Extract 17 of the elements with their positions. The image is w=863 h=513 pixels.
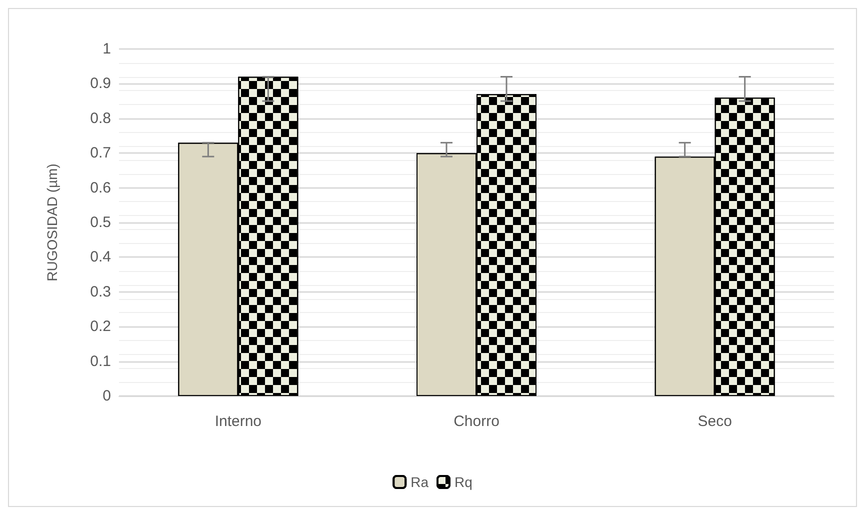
y-tick-label: 0.6 [90, 179, 111, 196]
y-tick-label: 0.4 [90, 248, 111, 266]
legend-label: Ra [410, 474, 429, 490]
y-tick-label: 0.8 [90, 110, 111, 127]
y-tick-label: 0.1 [90, 352, 111, 370]
y-tick-label: 1 [102, 40, 111, 58]
y-tick-label: 0.2 [90, 318, 111, 336]
y-tick-label: 0 [102, 388, 111, 404]
y-tick-label: 0.7 [90, 144, 111, 162]
y-axis-title: RUGOSIDAD (µm) [44, 164, 60, 282]
x-tick-label: Chorro [454, 413, 500, 430]
y-tick-label: 0.9 [90, 75, 111, 92]
legend-label: Rq [454, 474, 472, 490]
y-tick-label: 0.5 [90, 214, 111, 231]
y-tick-label: 0.3 [90, 283, 111, 300]
x-tick-label: Interno [214, 413, 262, 430]
x-tick-label: Seco [698, 413, 732, 430]
